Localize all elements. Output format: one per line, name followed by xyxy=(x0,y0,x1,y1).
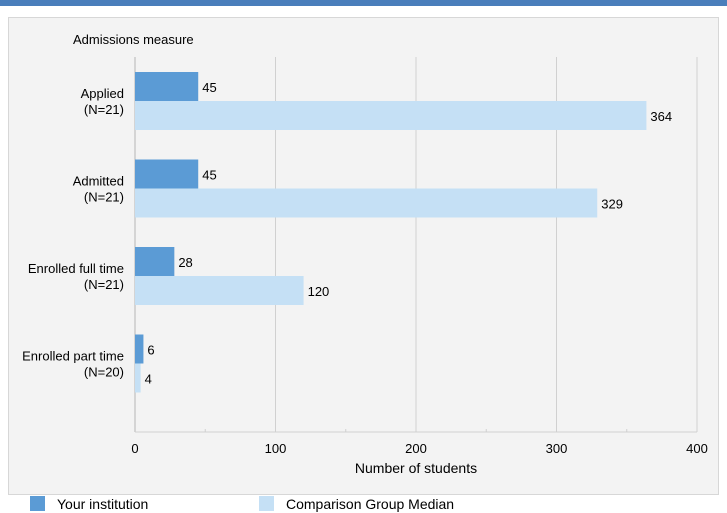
bar-your-institution xyxy=(135,159,199,189)
legend-item-your-institution: Your institution xyxy=(30,494,148,513)
bars xyxy=(135,72,647,393)
bar-comparison-median xyxy=(135,276,304,305)
legend: Your institution Comparison Group Median xyxy=(0,494,727,513)
x-axis-title: Number of students xyxy=(355,460,477,476)
data-label: 120 xyxy=(308,284,330,299)
data-label: 6 xyxy=(147,343,154,358)
data-label: 45 xyxy=(202,168,216,183)
x-tick-label: 100 xyxy=(265,441,287,456)
labels: 0 100 200 300 40045364Applied(N=21)45329Admi… xyxy=(22,80,708,456)
bar-your-institution xyxy=(135,72,199,101)
category-label: Admitted xyxy=(73,174,124,189)
data-label: 329 xyxy=(601,197,623,212)
bar-comparison-median xyxy=(135,101,647,130)
legend-swatch-secondary xyxy=(259,496,274,511)
bar-your-institution xyxy=(135,334,144,364)
header-accent-bar xyxy=(0,0,727,6)
x-tick-label: 200 xyxy=(405,441,427,456)
data-label: 4 xyxy=(145,372,152,387)
data-label: 45 xyxy=(202,80,216,95)
bar-comparison-median xyxy=(135,188,598,218)
bar-comparison-median xyxy=(135,363,141,393)
category-label: Enrolled full time xyxy=(28,261,124,276)
legend-label: Comparison Group Median xyxy=(286,495,455,512)
legend-swatch-primary xyxy=(30,496,45,511)
category-axis-title: Admissions measure xyxy=(73,32,194,47)
x-tick-label: 0 xyxy=(131,441,138,456)
category-label: Enrolled part time xyxy=(22,349,124,364)
chart-frame xyxy=(8,17,719,495)
x-tick-label: 400 xyxy=(686,441,708,456)
data-label: 28 xyxy=(178,255,192,270)
category-n-label: (N=20) xyxy=(84,365,124,380)
category-n-label: (N=21) xyxy=(84,102,124,117)
category-n-label: (N=21) xyxy=(84,190,124,205)
bar-your-institution xyxy=(135,247,175,276)
legend-label: Your institution xyxy=(57,495,149,512)
category-label: Applied xyxy=(81,86,124,101)
x-tick-label: 300 xyxy=(546,441,568,456)
data-label: 364 xyxy=(650,109,672,124)
legend-item-comparison-median: Comparison Group Median xyxy=(259,494,454,513)
category-n-label: (N=21) xyxy=(84,277,124,292)
